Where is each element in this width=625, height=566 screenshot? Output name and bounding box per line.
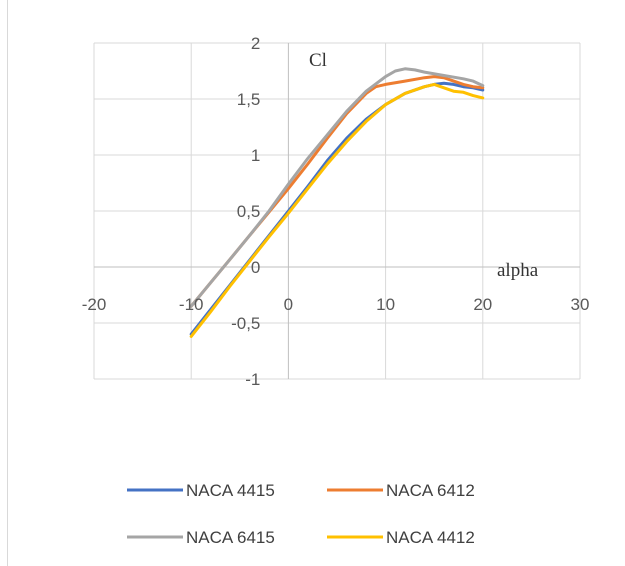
- y-tick-label: 0: [251, 258, 260, 277]
- y-tick-label: 0,5: [237, 202, 261, 221]
- y-axis-title: Cl: [309, 50, 327, 71]
- series-line-naca-6415: [189, 67, 485, 308]
- series-lines: [189, 67, 485, 338]
- legend-label-naca-4415: NACA 4415: [186, 481, 275, 500]
- x-tick-label: 10: [376, 295, 395, 314]
- x-tick-label: -20: [82, 295, 107, 314]
- x-tick-label: -10: [179, 295, 204, 314]
- y-tick-label: 1: [251, 146, 260, 165]
- tick-labels: -20 -10 0 10 20 30 -1 -0,5 0 0,5 1 1,5 2: [82, 34, 590, 389]
- y-tick-label: 2: [251, 34, 260, 53]
- series-line-naca-6412: [189, 75, 485, 308]
- x-tick-label: 20: [473, 295, 492, 314]
- x-axis-title: alpha: [497, 260, 539, 281]
- y-tick-label: -1: [245, 370, 260, 389]
- legend: NACA 4415 NACA 6412 NACA 6415 NACA 4412: [127, 481, 475, 547]
- gridlines: [93, 42, 581, 380]
- series-line-naca-4412: [189, 82, 485, 338]
- x-tick-label: 30: [571, 295, 590, 314]
- chart-border-left: [7, 0, 8, 566]
- legend-label-naca-4412: NACA 4412: [386, 528, 475, 547]
- y-tick-label: 1,5: [237, 90, 261, 109]
- legend-label-naca-6412: NACA 6412: [386, 481, 475, 500]
- legend-label-naca-6415: NACA 6415: [186, 528, 275, 547]
- x-tick-label: 0: [284, 295, 293, 314]
- y-tick-label: -0,5: [231, 314, 260, 333]
